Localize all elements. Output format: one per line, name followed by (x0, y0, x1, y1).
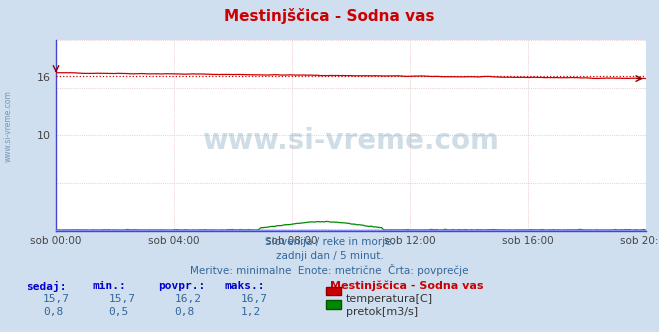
Text: Mestinjščica - Sodna vas: Mestinjščica - Sodna vas (224, 8, 435, 24)
Text: 15,7: 15,7 (43, 294, 70, 304)
Text: Slovenija / reke in morje.: Slovenija / reke in morje. (264, 237, 395, 247)
Text: maks.:: maks.: (224, 281, 264, 290)
Text: Mestinjščica - Sodna vas: Mestinjščica - Sodna vas (330, 281, 483, 291)
Text: 16,7: 16,7 (241, 294, 268, 304)
Text: min.:: min.: (92, 281, 126, 290)
Text: www.si-vreme.com: www.si-vreme.com (202, 127, 500, 155)
Text: temperatura[C]: temperatura[C] (346, 294, 433, 304)
Text: 15,7: 15,7 (109, 294, 136, 304)
Text: zadnji dan / 5 minut.: zadnji dan / 5 minut. (275, 251, 384, 261)
Text: Meritve: minimalne  Enote: metrične  Črta: povprečje: Meritve: minimalne Enote: metrične Črta:… (190, 264, 469, 276)
Text: 1,2: 1,2 (241, 307, 261, 317)
Text: www.si-vreme.com: www.si-vreme.com (3, 90, 13, 162)
Text: 0,8: 0,8 (175, 307, 195, 317)
Text: 0,8: 0,8 (43, 307, 63, 317)
Text: pretok[m3/s]: pretok[m3/s] (346, 307, 418, 317)
Text: 16,2: 16,2 (175, 294, 202, 304)
Text: povpr.:: povpr.: (158, 281, 206, 290)
Text: sedaj:: sedaj: (26, 281, 67, 291)
Text: 16: 16 (38, 73, 51, 83)
Text: 0,5: 0,5 (109, 307, 129, 317)
